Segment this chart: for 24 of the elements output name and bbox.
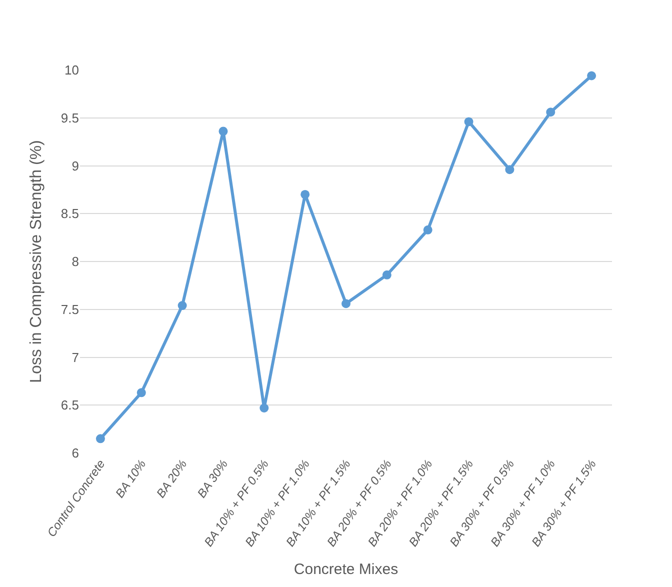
x-axis-title: Concrete Mixes [294,561,398,578]
y-tick-label: 8 [72,254,79,270]
point [96,434,105,444]
y-tick-label: 10 [64,62,79,78]
y-tick-label: 9 [72,158,79,174]
point [178,301,187,310]
point [382,270,392,280]
point [546,108,556,117]
point [423,225,432,234]
y-tick-label: 9.5 [60,110,79,126]
y-axis-title: Loss in Compressive Strength (%) [28,140,45,383]
y-tick-label: 7.5 [60,302,79,317]
point [136,388,146,398]
y-tick-label: 7 [72,350,79,365]
point [260,404,269,412]
point [300,190,310,199]
point [505,165,514,174]
point [218,126,228,136]
y-tick-label: 8.5 [60,206,79,222]
point [587,71,596,80]
y-tick-label: 6.5 [60,398,79,413]
y-tick-label: 6 [72,446,79,461]
point [342,299,350,308]
point [464,117,474,126]
